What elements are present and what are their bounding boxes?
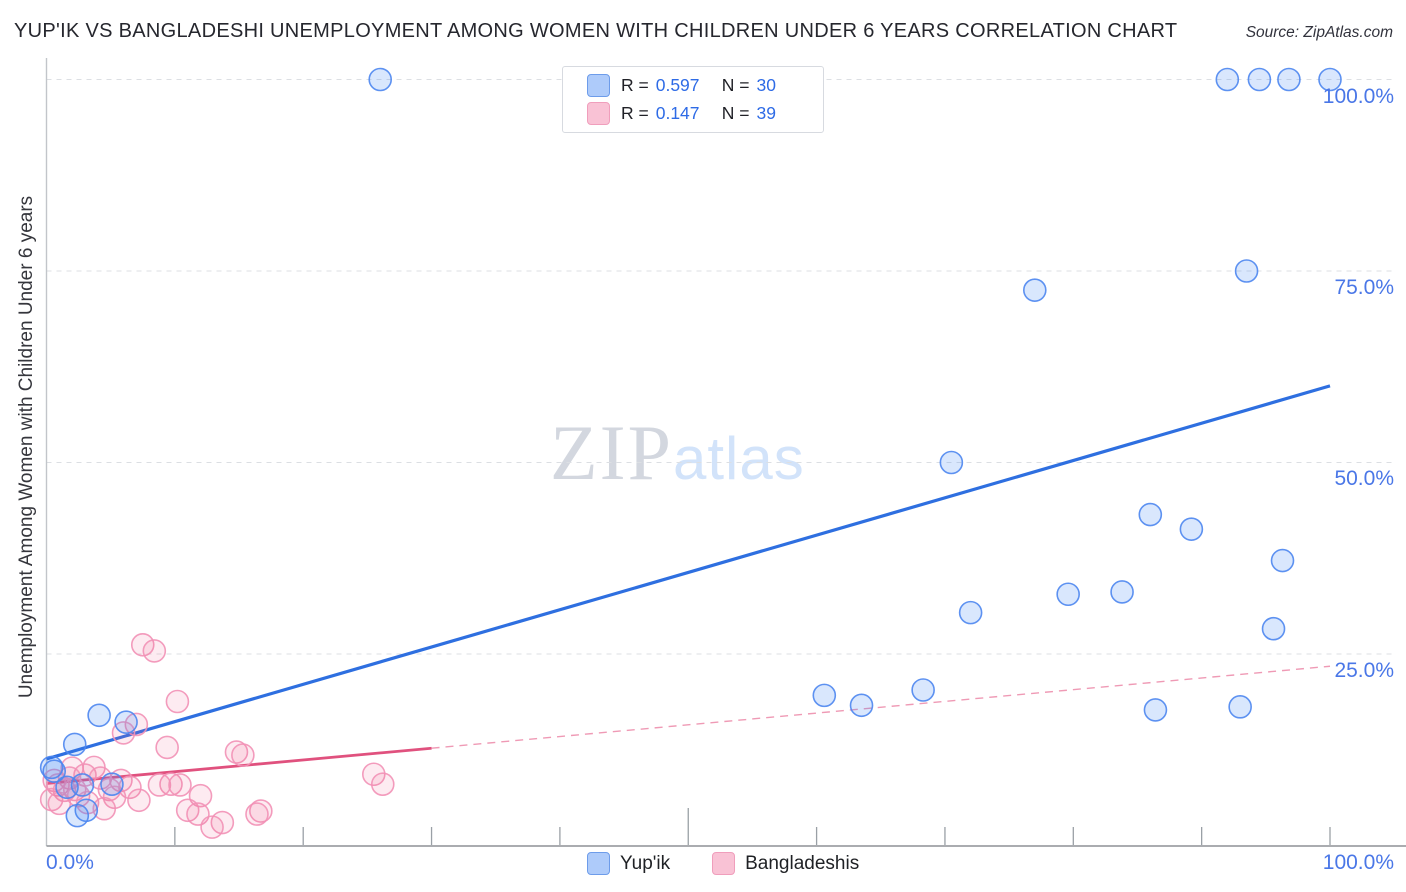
series-legend-label: Yup'ik xyxy=(620,852,671,874)
data-point-bangladeshis xyxy=(155,735,179,760)
data-point-yupik xyxy=(1179,517,1204,541)
data-point-bangladeshis xyxy=(127,788,151,813)
data-point-yupik xyxy=(812,683,837,708)
legend-row-yupik: R = 0.597 N = 30 xyxy=(587,74,823,97)
data-point-bangladeshis xyxy=(165,689,190,714)
data-point-bangladeshis xyxy=(249,799,273,823)
data-point-yupik xyxy=(1228,695,1252,719)
data-point-bangladeshis xyxy=(147,773,172,797)
page-title: YUP'IK VS BANGLADESHI UNEMPLOYMENT AMONG… xyxy=(14,20,1178,42)
data-point-yupik xyxy=(62,732,87,757)
data-point-yupik xyxy=(87,703,111,728)
data-point-bangladeshis xyxy=(370,772,395,797)
data-point-bangladeshis xyxy=(224,740,249,764)
n-label: N = xyxy=(721,103,750,123)
series-legend-yupik: Yup'ik xyxy=(587,852,670,875)
r-label: R = xyxy=(621,75,649,95)
bangladeshis-swatch-icon xyxy=(587,102,610,125)
data-point-yupik xyxy=(1110,580,1134,604)
yupik-swatch-icon xyxy=(587,852,610,875)
series-legend-bangladeshis: Bangladeshis xyxy=(712,852,859,875)
data-point-yupik xyxy=(1215,67,1240,92)
data-point-yupik xyxy=(1277,67,1301,92)
data-point-yupik xyxy=(1261,616,1286,641)
source-attribution: Source: ZipAtlas.com xyxy=(1245,24,1393,41)
n-value-bangladeshis: 39 xyxy=(756,103,776,123)
data-point-yupik xyxy=(958,600,983,625)
data-point-bangladeshis xyxy=(361,762,386,787)
data-point-yupik xyxy=(114,710,138,734)
data-point-bangladeshis xyxy=(130,633,155,657)
data-point-yupik xyxy=(939,450,964,475)
data-point-yupik xyxy=(1143,698,1168,722)
series-legend: Yup'ik Bangladeshis xyxy=(587,852,859,875)
data-point-yupik xyxy=(39,755,64,780)
data-point-yupik xyxy=(911,678,935,702)
data-point-yupik xyxy=(70,773,95,797)
y-tick-label-100: 100.0% xyxy=(1322,85,1394,108)
r-value-bangladeshis: 0.147 xyxy=(655,103,700,123)
r-label: R = xyxy=(621,103,649,123)
trendline-yupik-solid xyxy=(46,384,1331,761)
legend-row-bangladeshis: R = 0.147 N = 39 xyxy=(587,102,823,125)
y-tick-label-25: 25.0% xyxy=(1334,659,1394,682)
data-point-bangladeshis xyxy=(92,796,117,821)
data-point-yupik xyxy=(1270,548,1295,573)
data-point-yupik xyxy=(368,67,393,92)
data-point-yupik xyxy=(1318,67,1342,92)
n-label: N = xyxy=(721,75,750,95)
correlation-stats-legend: R = 0.597 N = 30 R = 0.147 N = 39 xyxy=(562,66,824,133)
data-point-bangladeshis xyxy=(200,815,224,839)
data-point-yupik xyxy=(1247,67,1272,92)
data-point-yupik xyxy=(849,693,874,718)
data-point-yupik xyxy=(100,772,124,797)
n-value-yupik: 30 xyxy=(756,75,776,95)
data-point-yupik xyxy=(65,803,90,828)
data-point-yupik xyxy=(1022,278,1047,302)
r-value-yupik: 0.597 xyxy=(655,75,700,95)
data-point-bangladeshis xyxy=(142,639,167,663)
y-tick-label-50: 50.0% xyxy=(1334,467,1394,490)
data-point-bangladeshis xyxy=(245,802,269,826)
data-point-bangladeshis xyxy=(231,743,255,767)
bangladeshis-swatch-icon xyxy=(712,852,736,875)
data-point-yupik xyxy=(1234,259,1259,283)
series-legend-label: Bangladeshis xyxy=(745,852,860,874)
x-tick-label-100: 100.0% xyxy=(1322,851,1394,874)
yupik-swatch-icon xyxy=(587,74,610,97)
data-point-bangladeshis xyxy=(168,773,192,797)
data-point-yupik xyxy=(42,759,67,783)
data-point-yupik xyxy=(1138,502,1163,527)
data-point-yupik xyxy=(1056,582,1080,607)
trendline-bangladeshis-dashed xyxy=(431,665,1331,749)
y-tick-label-75: 75.0% xyxy=(1334,276,1394,299)
x-tick-label-0: 0.0% xyxy=(46,851,94,874)
